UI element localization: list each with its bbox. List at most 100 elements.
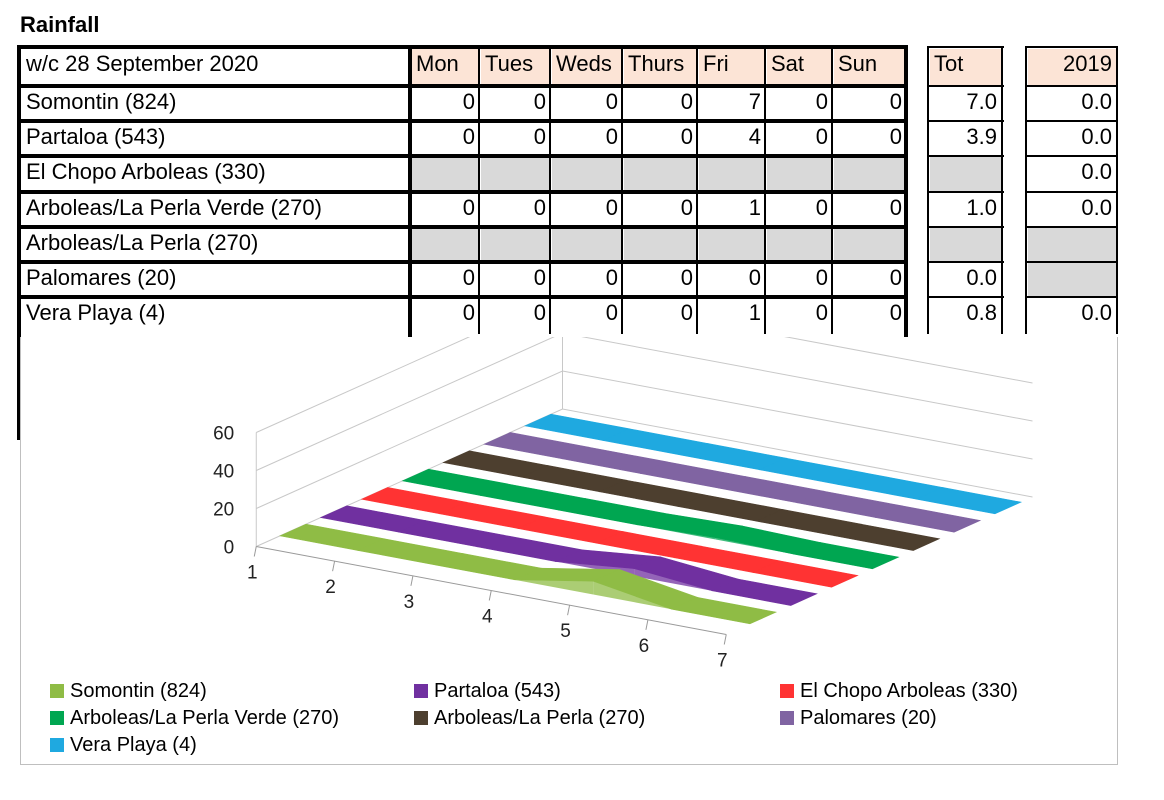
legend-label: Somontin (824) <box>70 680 207 702</box>
empty-cell <box>699 157 765 191</box>
day-value: 0 <box>680 89 693 114</box>
day-value: 0 <box>680 124 693 149</box>
x-tick-label: 5 <box>560 621 571 642</box>
empty-cell <box>699 228 765 262</box>
day-value: 0 <box>605 300 618 325</box>
empty-cell <box>767 157 832 191</box>
day-value: 0 <box>815 265 828 290</box>
grid-line <box>927 120 1004 122</box>
series-segment <box>793 542 900 570</box>
day-value: 0 <box>889 265 902 290</box>
total-value: 7.0 <box>966 89 997 114</box>
grid-line <box>17 45 21 440</box>
legend-swatch <box>780 684 794 698</box>
grid-line <box>1025 46 1118 48</box>
station-name: Palomares (20) <box>26 265 177 290</box>
day-value: 0 <box>889 89 902 114</box>
empty-cell <box>930 228 1001 262</box>
x-tick-mark <box>332 561 336 572</box>
chart-area: 0 20 40 60 1 2 3 4 5 6 7 <box>20 337 1118 765</box>
legend-swatch <box>414 684 428 698</box>
legend-swatch <box>780 711 794 725</box>
legend-item: El Chopo Arboleas (330) <box>780 678 1018 704</box>
grid-line <box>18 154 908 158</box>
series-area <box>715 537 795 555</box>
empty-cell <box>834 157 906 191</box>
grid-line <box>478 47 480 334</box>
grid-line <box>927 155 1004 157</box>
empty-cell <box>834 228 906 262</box>
day-header-weds: Weds <box>552 49 622 85</box>
grid-line <box>18 225 908 229</box>
series-segment <box>670 597 778 625</box>
empty-cell <box>552 157 622 191</box>
series-segment <box>752 560 859 588</box>
empty-cell <box>412 228 479 262</box>
day-value: 0 <box>462 265 475 290</box>
series-area <box>637 524 716 540</box>
station-name: Arboleas/La Perla (270) <box>26 230 259 255</box>
day-value: 0 <box>605 89 618 114</box>
grid-line <box>408 45 412 340</box>
x-tick-label: 6 <box>639 636 650 657</box>
x-tick-mark <box>645 619 649 630</box>
grid-line <box>927 46 929 334</box>
grid-line <box>927 46 1004 48</box>
grid-line <box>18 119 908 123</box>
day-value: 1 <box>748 195 761 220</box>
grid-line <box>18 45 908 49</box>
prev-year-header: 2019 <box>1028 49 1116 85</box>
legend-item: Arboleas/La Perla Verde (270) <box>50 705 339 731</box>
empty-cell <box>624 228 697 262</box>
gridline <box>256 337 1033 433</box>
day-value: 0 <box>889 124 902 149</box>
x-tick-label: 3 <box>404 592 415 613</box>
legend-label: Arboleas/La Perla (270) <box>434 707 646 729</box>
x-tick-label: 7 <box>717 651 728 672</box>
x-tick-mark <box>723 634 727 645</box>
grid-line <box>18 295 908 299</box>
station-name: Vera Playa (4) <box>26 300 166 325</box>
gridline <box>256 337 1033 471</box>
x-tick-mark <box>567 605 571 616</box>
legend-item: Partaloa (543) <box>414 678 561 704</box>
series-segment <box>833 523 941 551</box>
empty-cell <box>1028 228 1116 262</box>
series-segment <box>711 578 818 606</box>
day-value: 0 <box>815 124 828 149</box>
grid-line <box>831 47 833 334</box>
page-title: Rainfall <box>20 12 100 37</box>
grid-line <box>1025 191 1118 193</box>
grid-line <box>549 47 551 334</box>
day-value: 0 <box>889 300 902 325</box>
series-area <box>514 579 594 595</box>
day-value: 0 <box>462 89 475 114</box>
day-value: 0 <box>462 195 475 220</box>
legend-swatch <box>50 711 64 725</box>
grid-line <box>927 85 1004 87</box>
empty-cell <box>412 157 479 191</box>
day-value: 0 <box>680 300 693 325</box>
legend-item: Vera Playa (4) <box>50 732 197 758</box>
week-label: w/c 28 September 2020 <box>26 51 259 76</box>
day-value: 0 <box>533 195 546 220</box>
total-value: 0.0 <box>966 265 997 290</box>
x-tick-label: 2 <box>325 577 336 598</box>
prev-year-value: 0.0 <box>1081 195 1112 220</box>
empty-cell <box>1028 263 1116 297</box>
day-header-fri: Fri <box>699 49 765 85</box>
grid-line <box>1116 46 1118 334</box>
grid-line <box>764 47 766 334</box>
day-value: 0 <box>605 195 618 220</box>
total-value: 3.9 <box>966 124 997 149</box>
empty-cell <box>552 228 622 262</box>
day-header-sat: Sat <box>767 49 832 85</box>
empty-cell <box>624 157 697 191</box>
day-header-sun: Sun <box>834 49 906 85</box>
x-tick-label: 1 <box>247 563 258 584</box>
day-value: 0 <box>815 300 828 325</box>
day-value: 4 <box>748 124 761 149</box>
grid-line <box>18 190 908 194</box>
legend-item: Arboleas/La Perla (270) <box>414 705 645 731</box>
station-name: El Chopo Arboleas (330) <box>26 159 266 184</box>
